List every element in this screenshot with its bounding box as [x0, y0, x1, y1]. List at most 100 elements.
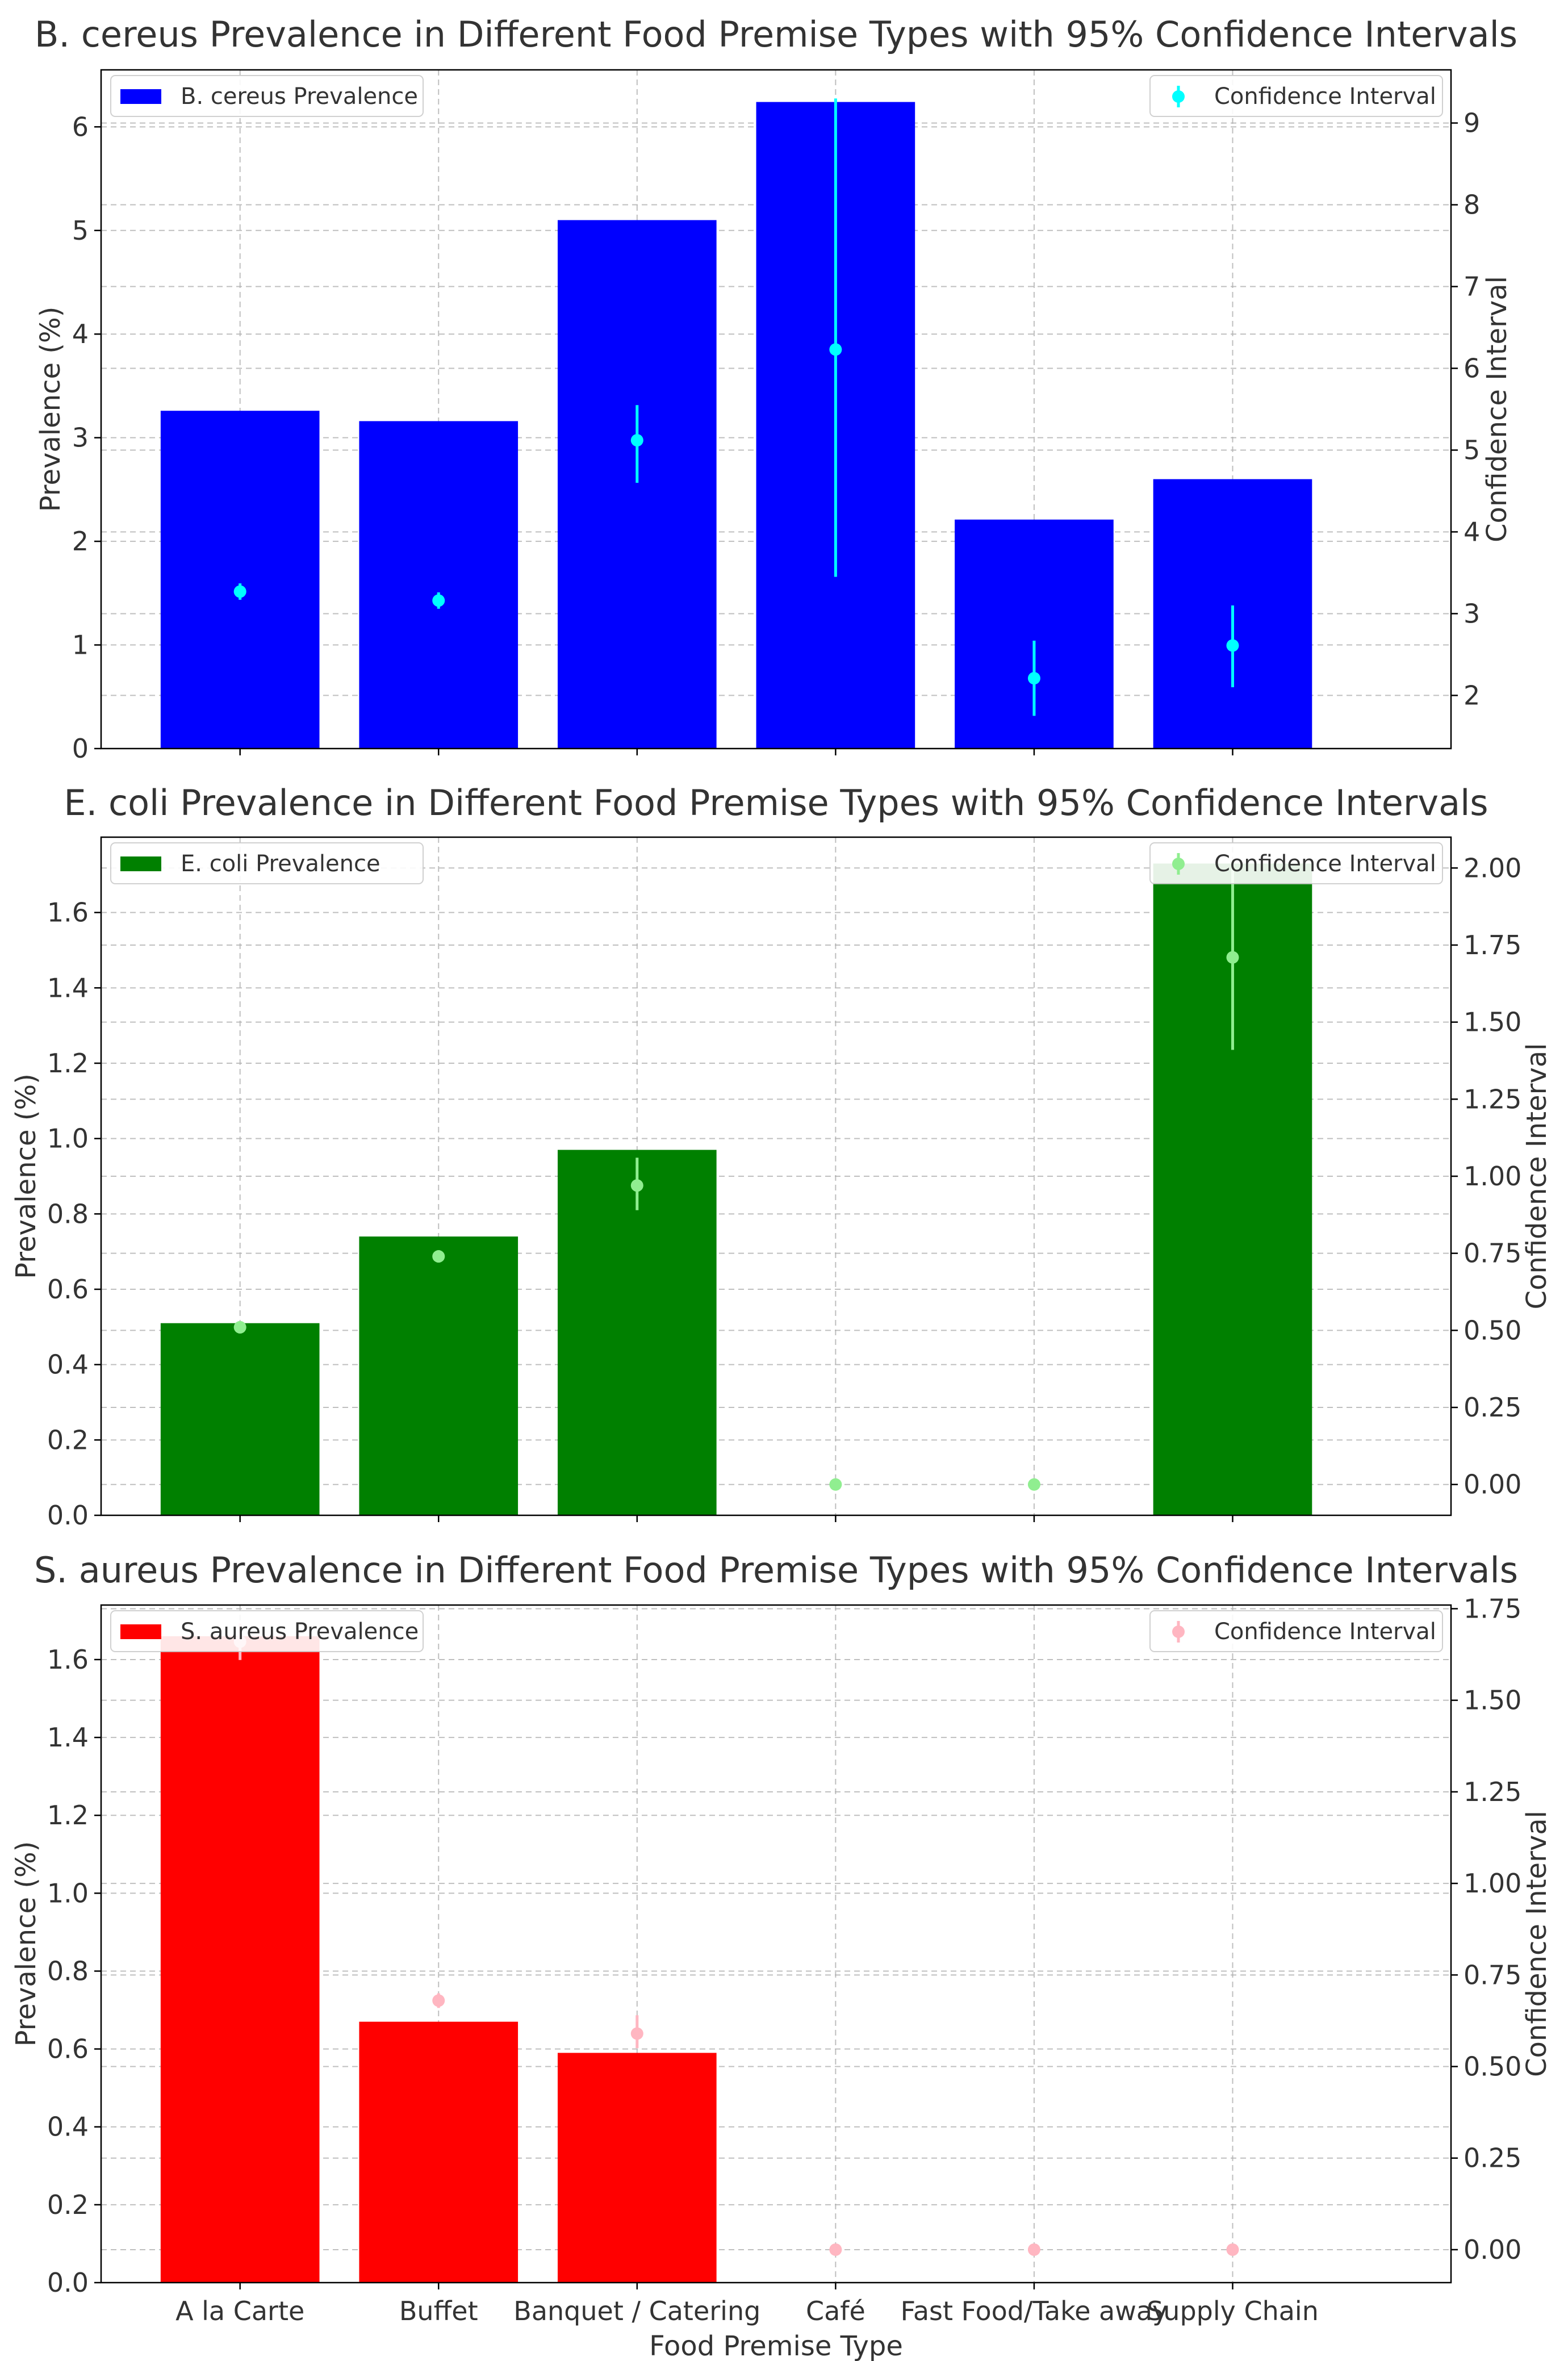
- x-tick-label: Café: [806, 2296, 865, 2326]
- y2-tick-label: 9: [1464, 108, 1480, 139]
- legend-ci-label: Confidence Interval: [1214, 83, 1436, 110]
- bar-2: [359, 1236, 519, 1515]
- legend-bar-label: B. cereus Prevalence: [181, 83, 418, 110]
- y2-tick-label: 6: [1464, 353, 1480, 384]
- chart-title: E. coli Prevalence in Different Food Pre…: [64, 782, 1488, 824]
- bar-3: [557, 2053, 717, 2283]
- y2-tick-label: 3: [1464, 598, 1480, 629]
- legend-frame: [110, 842, 424, 884]
- ci-point-4: [829, 343, 842, 356]
- y2-tick-label: 1.25: [1464, 1777, 1521, 1807]
- legend-ci-marker: [1172, 90, 1185, 103]
- legend-ci-marker: [1172, 1625, 1185, 1638]
- y-axis-label: Prevalence (%): [35, 307, 66, 512]
- ci-point-4: [829, 1478, 842, 1491]
- y-tick-label: 1.0: [47, 1878, 89, 1908]
- y2-tick-label: 7: [1464, 271, 1480, 302]
- bar-1: [160, 1323, 320, 1515]
- y2-tick-label: 1.00: [1464, 1868, 1521, 1899]
- legend-bar: B. cereus Prevalence: [110, 75, 424, 117]
- bar-3: [557, 220, 717, 749]
- y2-tick-label: 1.50: [1464, 1685, 1521, 1716]
- y-axis-label: Prevalence (%): [10, 1073, 42, 1279]
- bar-1: [160, 1636, 320, 2283]
- y-tick-label: 3: [72, 423, 89, 453]
- legend-bar-swatch: [120, 89, 161, 104]
- y-tick-label: 1.6: [47, 897, 89, 928]
- chart-title: S. aureus Prevalence in Different Food P…: [34, 1549, 1518, 1591]
- x-tick-label: Buffet: [399, 2296, 478, 2326]
- y2-tick-label: 2: [1464, 680, 1480, 711]
- ci-point-1: [233, 1321, 246, 1334]
- ci-point-1: [233, 585, 246, 598]
- ci-point-3: [630, 1179, 643, 1192]
- legend-ci-marker: [1172, 858, 1185, 870]
- ci-point-4: [829, 2243, 842, 2256]
- ci-point-2: [432, 1250, 445, 1263]
- y-tick-label: 0.2: [47, 1424, 89, 1455]
- x-tick-label: Banquet / Catering: [513, 2296, 760, 2326]
- ci-point-3: [630, 2027, 643, 2040]
- legend-bar: S. aureus Prevalence: [110, 1610, 424, 1652]
- axes-frame: [100, 836, 1452, 1516]
- y2-tick-label: 0.50: [1464, 1315, 1521, 1345]
- chart-panel-1: B. cereus Prevalence in Different Food P…: [35, 14, 1517, 764]
- y2-axis-label: Confidence Interval: [1521, 1043, 1553, 1310]
- legend-bar-label: E. coli Prevalence: [181, 851, 380, 877]
- y-tick-label: 1.0: [47, 1123, 89, 1154]
- y-tick-label: 6: [72, 111, 89, 142]
- ci-point-5: [1027, 1478, 1040, 1491]
- legend-ci: Confidence Interval: [1149, 1610, 1443, 1652]
- legend-frame: [110, 75, 424, 117]
- y2-tick-label: 1.50: [1464, 1007, 1521, 1038]
- legend-frame: [110, 1610, 424, 1652]
- y2-tick-label: 1.75: [1464, 1593, 1521, 1624]
- axes-frame: [100, 69, 1452, 750]
- legend-ci-label: Confidence Interval: [1214, 1619, 1436, 1645]
- legend-frame: [1149, 1610, 1443, 1652]
- y-tick-label: 0.4: [47, 1349, 89, 1380]
- y-tick-label: 0.8: [47, 1198, 89, 1229]
- axes-frame: [100, 1604, 1452, 2284]
- y-tick-label: 1.2: [47, 1800, 89, 1831]
- y2-axis-label: Confidence Interval: [1481, 276, 1513, 542]
- y-tick-label: 0.8: [47, 1955, 89, 1986]
- chart-panel-3: S. aureus Prevalence in Different Food P…: [10, 1549, 1553, 2361]
- y-tick-label: 5: [72, 215, 89, 246]
- legend-ci: Confidence Interval: [1149, 75, 1443, 117]
- y-tick-label: 1: [72, 630, 89, 661]
- y2-tick-label: 0.75: [1464, 1238, 1521, 1269]
- ci-point-6: [1226, 639, 1239, 652]
- y-tick-label: 1.2: [47, 1048, 89, 1079]
- chart-panel-2: E. coli Prevalence in Different Food Pre…: [10, 782, 1553, 1531]
- y2-tick-label: 0.25: [1464, 1392, 1521, 1423]
- y-tick-label: 2: [72, 526, 89, 557]
- ci-point-6: [1226, 951, 1239, 964]
- legend-ci-label: Confidence Interval: [1214, 851, 1436, 877]
- y2-tick-label: 8: [1464, 190, 1480, 220]
- x-axis-label: Food Premise Type: [649, 2330, 903, 2361]
- y2-tick-label: 4: [1464, 516, 1480, 547]
- y2-tick-label: 5: [1464, 434, 1480, 465]
- legend-frame: [1149, 842, 1443, 884]
- ci-point-3: [630, 434, 643, 447]
- y-tick-label: 1.4: [47, 1722, 89, 1753]
- y-tick-label: 1.6: [47, 1644, 89, 1675]
- y2-tick-label: 1.25: [1464, 1084, 1521, 1114]
- legend-ci: Confidence Interval: [1149, 842, 1443, 884]
- bar-1: [160, 411, 320, 749]
- y-axis-label: Prevalence (%): [10, 1841, 42, 2047]
- y2-tick-label: 2.00: [1464, 853, 1521, 883]
- legend-frame: [1149, 75, 1443, 117]
- y-tick-label: 1.4: [47, 972, 89, 1003]
- bar-2: [359, 421, 519, 749]
- x-tick-label: A la Carte: [175, 2296, 304, 2326]
- y-tick-label: 4: [72, 319, 89, 349]
- y-tick-label: 0.2: [47, 2189, 89, 2220]
- y2-tick-label: 0.00: [1464, 1469, 1521, 1500]
- ci-point-6: [1226, 2243, 1239, 2256]
- bar-2: [359, 2021, 519, 2283]
- chart-title: B. cereus Prevalence in Different Food P…: [35, 14, 1517, 55]
- ci-point-5: [1027, 2243, 1040, 2256]
